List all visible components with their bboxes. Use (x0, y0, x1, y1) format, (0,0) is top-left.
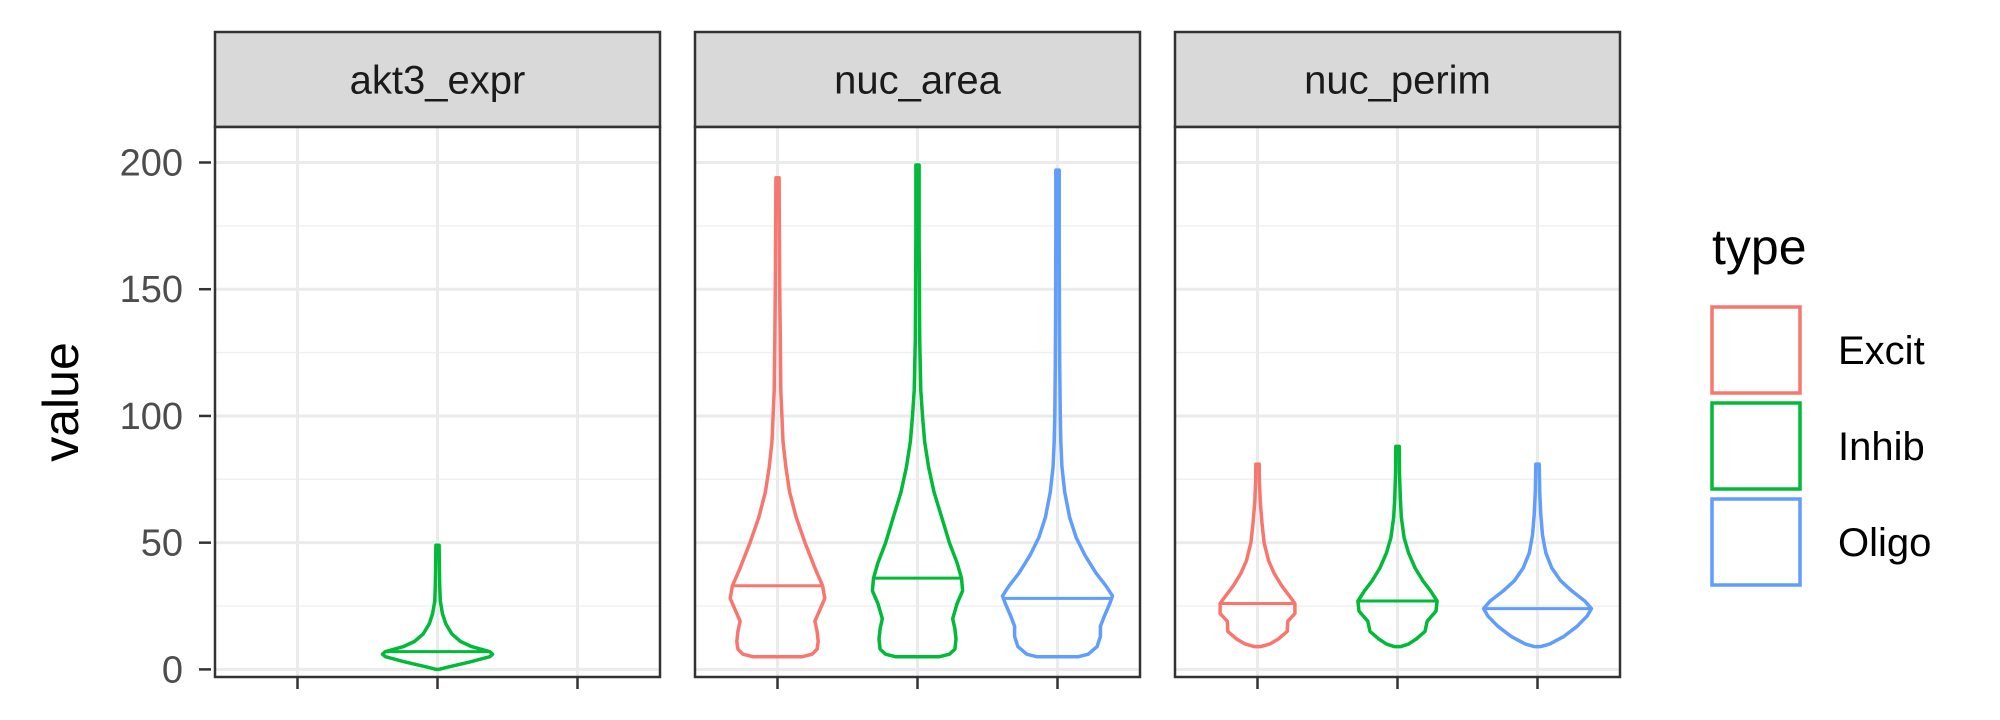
y-tick-label: 50 (141, 523, 183, 565)
violin-excit (1218, 462, 1297, 649)
y-axis-title: value (33, 342, 89, 462)
violin-inhib (380, 543, 495, 672)
violin-oligo (1000, 168, 1115, 659)
violin-inhib (1356, 444, 1439, 649)
legend-key-inhib (1710, 401, 1802, 491)
y-tick-label: 100 (120, 396, 183, 438)
legend-key-oligo (1710, 497, 1802, 587)
legend-item-excit: Excit (1710, 305, 1925, 395)
legend-item-oligo: Oligo (1710, 497, 1931, 587)
facet-strip-label: nuc_area (834, 59, 1002, 103)
y-axis-ticks: 0 50 100 150 200 (120, 142, 211, 691)
legend-label-excit: Excit (1838, 329, 1925, 373)
legend-key-excit (1710, 305, 1802, 395)
panel-grid (695, 127, 1140, 677)
facet-panels: akt3_expr nuc_area nuc_perim (213, 30, 1622, 689)
legend: type Excit Inhib Oligo (1710, 219, 1931, 587)
panel-akt3_expr: akt3_expr (213, 30, 662, 689)
panel-nuc_area: nuc_area (693, 30, 1142, 689)
facet-strip-label: nuc_perim (1304, 59, 1491, 103)
facet-strip (693, 30, 1142, 129)
legend-items: Excit Inhib Oligo (1710, 305, 1931, 587)
y-tick-label: 200 (120, 142, 183, 184)
panel-nuc_perim: nuc_perim (1173, 30, 1622, 689)
y-tick-label: 0 (162, 649, 183, 691)
panel-grid (1175, 127, 1620, 677)
facet-strip (213, 30, 662, 129)
panel-grid (215, 127, 660, 677)
facet-strip-label: akt3_expr (350, 59, 526, 103)
legend-label-oligo: Oligo (1838, 521, 1931, 565)
y-tick-label: 150 (120, 269, 183, 311)
legend-item-inhib: Inhib (1710, 401, 1925, 491)
legend-label-inhib: Inhib (1838, 425, 1925, 469)
legend-title: type (1712, 219, 1807, 275)
violin-inhib (870, 163, 965, 659)
facet-strip (1173, 30, 1622, 129)
violin-excit (728, 175, 827, 659)
